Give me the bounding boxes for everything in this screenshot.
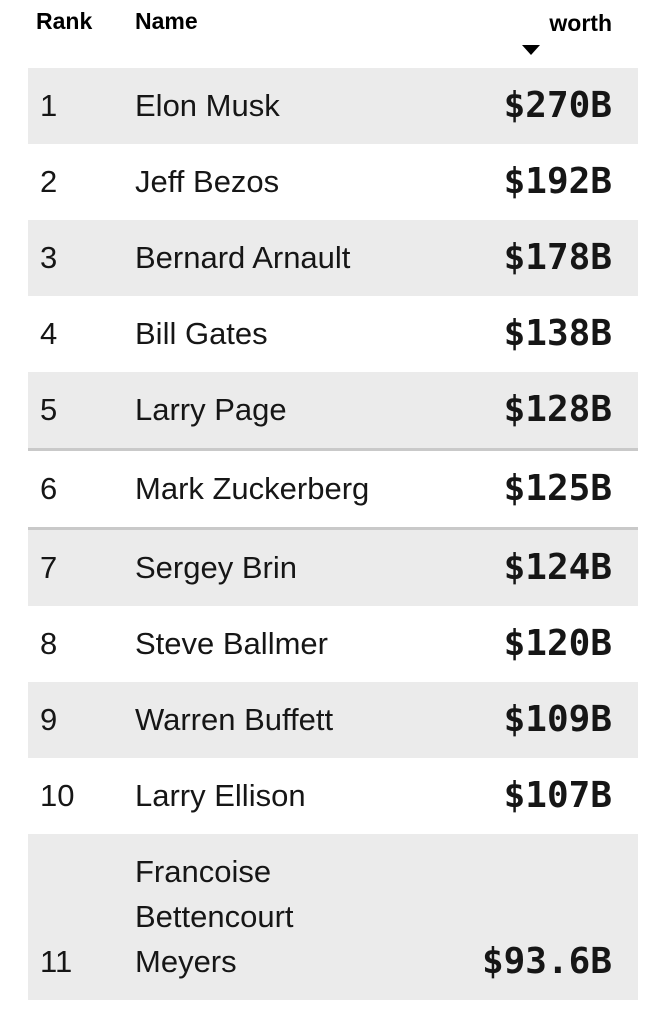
column-header-worth[interactable]: worth [398, 0, 638, 68]
worth-cell: $93.6B [481, 941, 612, 982]
column-header-name-label: Name [135, 8, 198, 34]
column-header-rank-label: Rank [36, 8, 93, 34]
rank-cell: 9 [40, 702, 58, 737]
rank-cell: 6 [40, 471, 58, 506]
table-row: 9 Warren Buffett $109B [28, 682, 638, 758]
rank-cell: 3 [40, 240, 58, 275]
table-row: 4 Bill Gates $138B [28, 296, 638, 372]
worth-cell: $109B [503, 699, 612, 740]
rank-cell: 2 [40, 164, 58, 199]
rank-cell: 10 [40, 778, 75, 813]
name-cell: Sergey Brin [135, 550, 297, 585]
header-row: Rank Name worth [28, 0, 638, 68]
table-row: 8 Steve Ballmer $120B [28, 606, 638, 682]
table-row: 7 Sergey Brin $124B [28, 528, 638, 606]
name-cell: Francoise Bettencourt Meyers [135, 854, 294, 979]
table-row: 3 Bernard Arnault $178B [28, 220, 638, 296]
name-cell: Steve Ballmer [135, 626, 328, 661]
name-cell: Larry Page [135, 392, 287, 427]
name-cell: Bill Gates [135, 316, 268, 351]
worth-cell: $125B [503, 468, 612, 509]
worth-cell: $124B [503, 547, 612, 588]
name-cell: Jeff Bezos [135, 164, 280, 199]
name-cell: Elon Musk [135, 88, 280, 123]
worth-cell: $138B [503, 313, 612, 354]
column-header-rank[interactable]: Rank [28, 0, 135, 68]
table-row: 6 Mark Zuckerberg $125B [28, 449, 638, 529]
table-row: 10 Larry Ellison $107B [28, 758, 638, 834]
worth-cell: $128B [503, 389, 612, 430]
worth-cell: $270B [503, 85, 612, 126]
rank-cell: 5 [40, 392, 58, 427]
name-cell: Warren Buffett [135, 702, 334, 737]
worth-cell: $192B [503, 161, 612, 202]
table-header: Rank Name worth [28, 0, 638, 68]
sort-desc-triangle-icon[interactable] [522, 45, 540, 55]
worth-cell: $107B [503, 775, 612, 816]
rank-cell: 11 [40, 944, 73, 979]
rank-cell: 7 [40, 550, 58, 585]
column-header-worth-label: worth [549, 10, 612, 36]
worth-cell: $178B [503, 237, 612, 278]
column-header-name[interactable]: Name [135, 0, 398, 68]
table-row: 2 Jeff Bezos $192B [28, 144, 638, 220]
rank-cell: 4 [40, 316, 58, 351]
table-body: 1 Elon Musk $270B 2 Jeff Bezos $192B 3 Bernard … [28, 68, 638, 1000]
rank-cell: 8 [40, 626, 58, 661]
name-cell: Bernard Arnault [135, 240, 351, 275]
table-row: 5 Larry Page $128B [28, 372, 638, 450]
table-row: 1 Elon Musk $270B [28, 68, 638, 144]
name-cell: Mark Zuckerberg [135, 471, 370, 506]
table-row: 11 Francoise Bettencourt Meyers $93.6B [28, 834, 638, 1000]
worth-cell: $120B [503, 623, 612, 664]
billionaires-table: Rank Name worth 1 Elon Musk $270B 2 Jeff Bez… [28, 0, 638, 1000]
rank-cell: 1 [40, 88, 58, 123]
name-cell: Larry Ellison [135, 778, 306, 813]
